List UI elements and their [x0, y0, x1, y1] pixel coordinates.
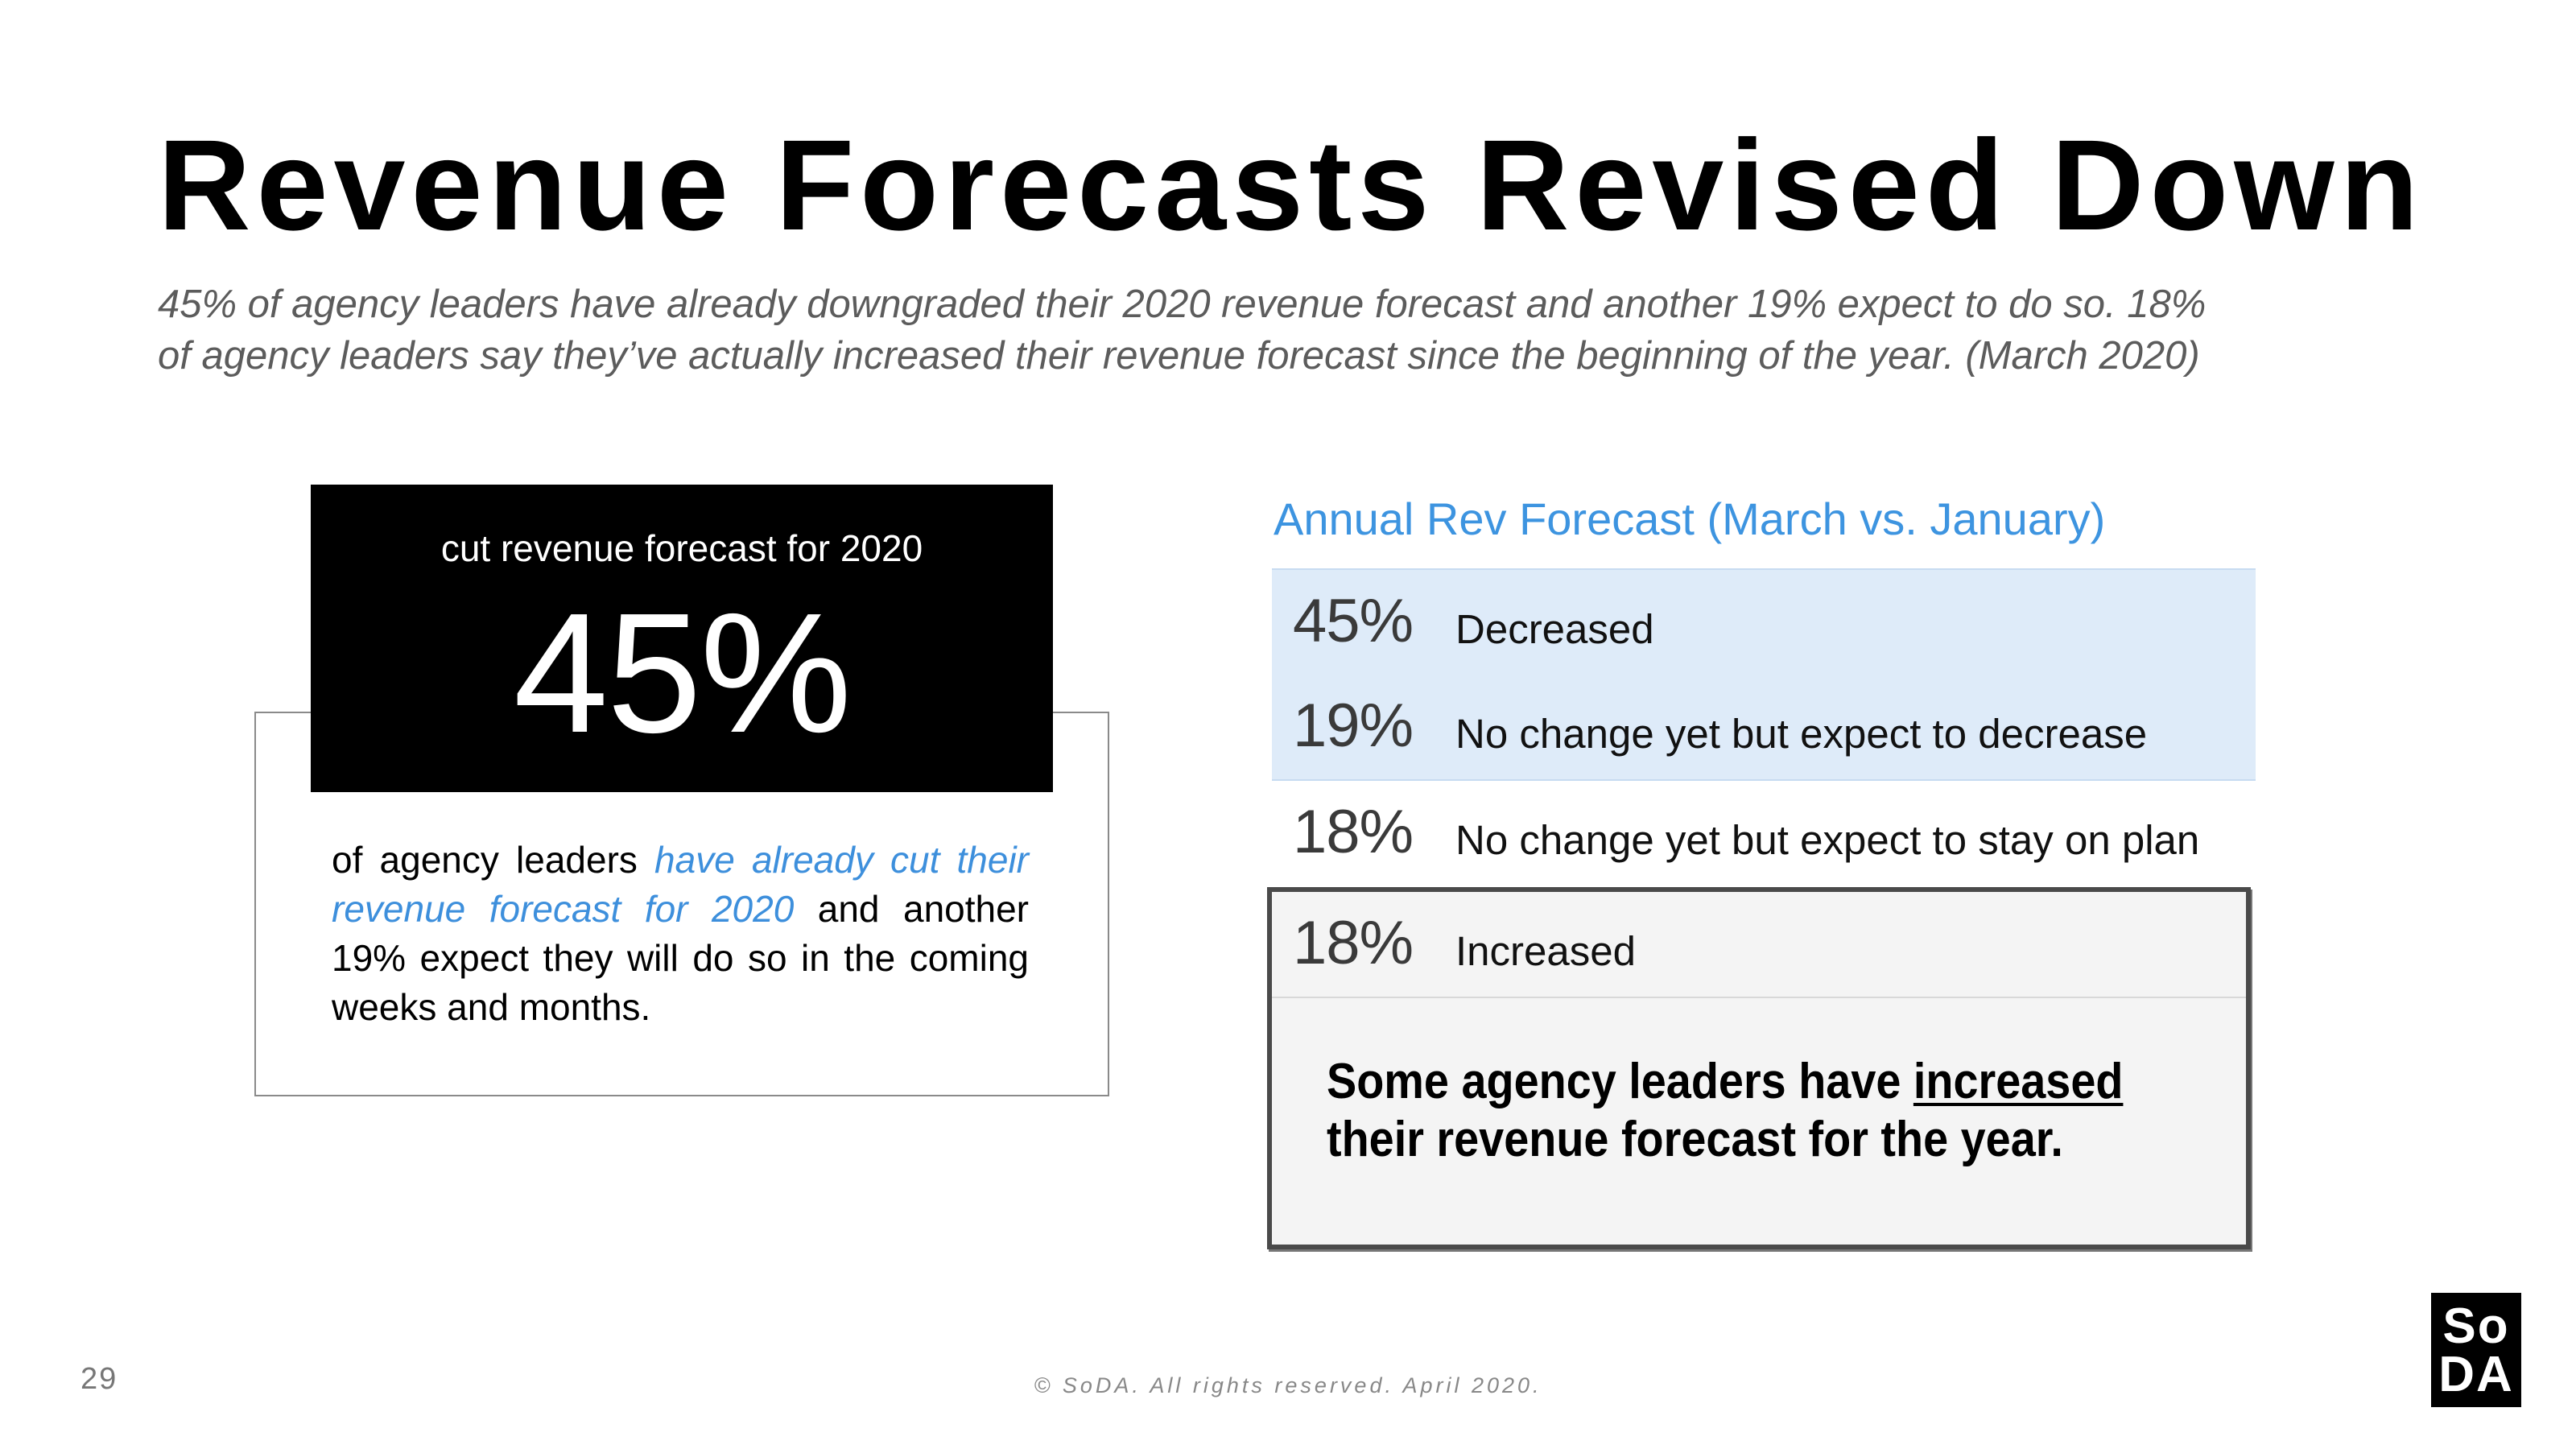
logo-line-2: DA [2438, 1347, 2514, 1402]
callout-text-after: their revenue forecast for the year. [1327, 1112, 2063, 1167]
stat-card-label: cut revenue forecast for 2020 [440, 527, 923, 569]
callout-text-underlined: increased [1913, 1054, 2124, 1109]
stat-text-highlight: have already cut their revenue forecast … [332, 839, 1029, 930]
forecast-row-pct: 18% [1293, 909, 1414, 977]
logo-line-1: So [2442, 1298, 2510, 1354]
page-subtitle: 45% of agency leaders have already downg… [158, 279, 2380, 382]
forecast-row-label: No change yet but expect to stay on plan [1455, 817, 2200, 863]
forecast-row-label: Decreased [1455, 606, 1654, 652]
page-number: 29 [80, 1362, 118, 1396]
forecast-row-decreased: 45% Decreased [1272, 568, 2256, 676]
copyright-footer: © SoDA. All rights reserved. April 2020. [1034, 1373, 1542, 1397]
subtitle-line-2: of agency leaders say they’ve actually i… [158, 334, 2200, 378]
callout-box: 18% Increased Some agency leaders have i… [1267, 887, 2251, 1249]
soda-logo: So DA [2431, 1293, 2521, 1407]
stat-card-highlight: cut revenue forecast for 2020 45% [311, 485, 1053, 792]
subtitle-line-1: 45% of agency leaders have already downg… [158, 283, 2207, 326]
stat-card-description: of agency leaders have already cut their… [332, 836, 1029, 1032]
forecast-row-pct: 18% [1293, 798, 1414, 866]
forecast-row-stay-on-plan: 18% No change yet but expect to stay on … [1272, 781, 2256, 886]
page-title: Revenue Forecasts Revised Down [158, 113, 2425, 257]
stat-card-value: 45% [513, 577, 852, 768]
callout-text: Some agency leaders have increased their… [1327, 1053, 2138, 1169]
stat-text-before: of agency leaders [332, 839, 655, 881]
forecast-row-pct: 19% [1293, 691, 1414, 760]
stat-text-after: and another 19% expect they will do so i… [332, 888, 1030, 1028]
forecast-row-expect-decrease: 19% No change yet but expect to decrease [1272, 675, 2256, 781]
forecast-table-title: Annual Rev Forecast (March vs. January) [1274, 493, 2106, 544]
forecast-row-increased: 18% Increased [1272, 892, 2246, 998]
forecast-row-label: No change yet but expect to decrease [1455, 711, 2148, 757]
forecast-row-pct: 45% [1293, 587, 1414, 655]
forecast-row-label: Increased [1455, 928, 1636, 974]
callout-text-before: Some agency leaders have [1327, 1054, 1913, 1109]
